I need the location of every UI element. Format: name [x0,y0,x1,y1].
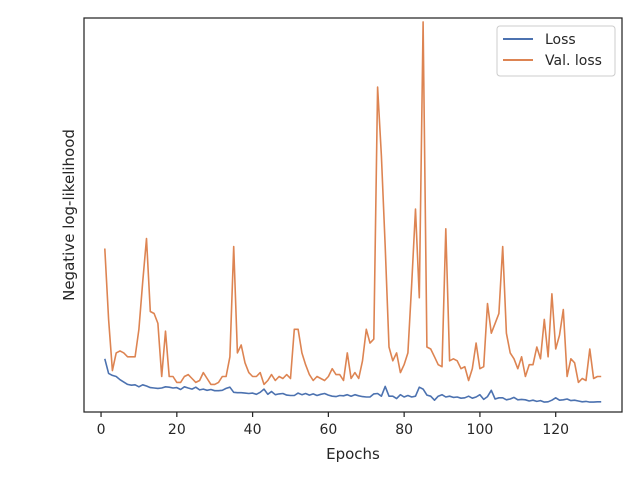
plot-series [104,21,602,403]
x-axis-ticks: 0 20 40 60 80 100 120 [97,412,569,438]
x-tick-label: 80 [395,422,413,438]
x-tick-label: 40 [244,422,262,438]
x-tick-label: 120 [542,422,569,438]
plot-frame [83,17,623,413]
legend-label-val-loss: Val. loss [545,53,602,69]
series-line-loss [104,358,602,403]
y-axis-label: Negative log-likelihood [60,129,78,301]
x-tick-label: 60 [319,422,337,438]
legend: Loss Val. loss [496,25,616,77]
x-tick-label: 0 [97,422,106,438]
legend-label-loss: Loss [545,32,576,48]
x-tick-label: 20 [168,422,186,438]
x-tick-label: 100 [467,422,494,438]
x-axis-label: Epochs [326,445,380,463]
series-line-val-loss [104,21,602,386]
